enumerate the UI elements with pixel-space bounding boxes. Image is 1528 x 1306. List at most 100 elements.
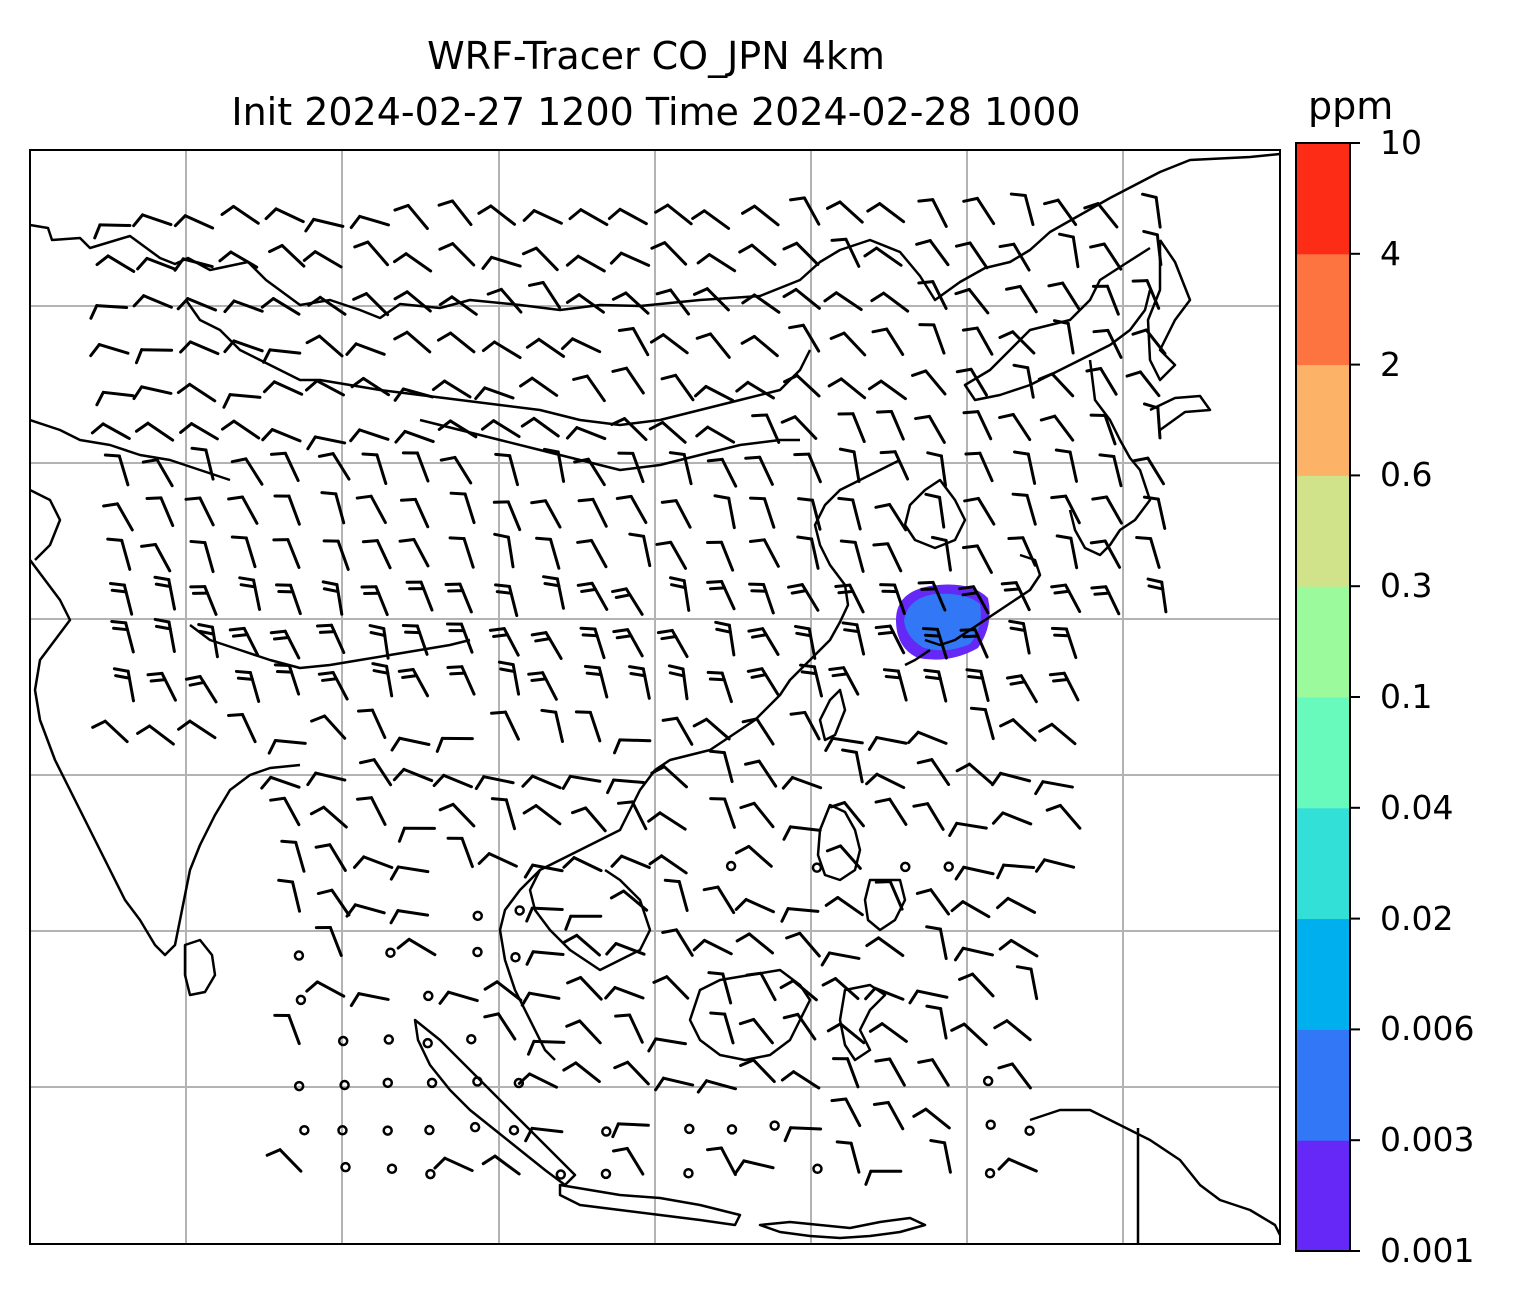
wind-barb: [914, 414, 946, 444]
wind-barb: [1039, 414, 1075, 442]
wind-barb: [522, 804, 562, 826]
wind-barb: [360, 585, 389, 617]
wind-barb: [907, 730, 948, 745]
wind-barb: [93, 223, 132, 240]
wind-barb: [692, 717, 731, 741]
wind-barb: [1142, 495, 1167, 530]
wind-barb: [520, 416, 560, 438]
wind-barb: [660, 499, 692, 529]
wind-barb: [739, 801, 775, 829]
wind-barb: [358, 758, 393, 787]
wind-barb: [785, 931, 821, 958]
wind-barb: [864, 986, 905, 1001]
wind-barb: [269, 451, 300, 482]
wind-barb: [269, 629, 301, 660]
wind-barb: [831, 1057, 860, 1089]
wind-barb: [573, 457, 606, 487]
colorbar-segment: [1296, 697, 1350, 809]
wind-barb: [990, 771, 1032, 787]
wind-barb: [780, 1070, 821, 1090]
wind-barb: [882, 668, 908, 702]
wind-barb: [565, 1019, 602, 1045]
wind-barb: [398, 537, 430, 568]
wind-barb: [238, 576, 262, 611]
wind-barb: [173, 214, 215, 230]
calm-wind-circle: [769, 1120, 780, 1131]
wind-barb: [912, 802, 945, 831]
wind-barb: [132, 213, 173, 228]
wind-barb: [783, 374, 821, 398]
calm-wind-circle: [601, 1126, 612, 1137]
border-misc-west: [30, 418, 231, 482]
coastline-sakhalin: [1068, 359, 1152, 557]
wind-barb: [560, 337, 602, 354]
wind-barb: [707, 971, 733, 1005]
wind-barb: [825, 844, 862, 870]
wind-barb: [433, 1156, 474, 1173]
wind-barb: [998, 242, 1031, 272]
wind-barb: [925, 925, 948, 961]
wind-barb: [267, 739, 307, 755]
wind-barb: [611, 1146, 645, 1176]
wind-barb: [446, 665, 476, 696]
wind-barb: [141, 458, 174, 488]
wind-barb: [320, 491, 346, 525]
wind-barb: [918, 323, 946, 355]
wind-barb: [390, 736, 431, 752]
wind-barb: [1005, 674, 1038, 704]
wind-barb: [345, 342, 386, 356]
colorbar-tick-label: 0.04: [1380, 787, 1454, 827]
wind-barb: [356, 708, 387, 740]
border-mongolia-china: [419, 418, 800, 472]
wind-barb: [565, 426, 607, 441]
colorbar-segment: [1296, 364, 1350, 476]
wind-barb: [744, 455, 774, 486]
wind-barb: [218, 250, 259, 269]
colorbar-tick-label: 0.02: [1380, 898, 1454, 938]
wind-barb: [751, 413, 781, 444]
coastline-indochina: [528, 769, 656, 972]
wind-barb: [275, 583, 302, 616]
wind-barb: [269, 796, 301, 827]
wind-barb: [184, 674, 218, 704]
wind-barb: [1034, 780, 1074, 796]
wind-barb: [735, 380, 775, 400]
colorbar-tick-label: 0.006: [1380, 1009, 1475, 1049]
wind-barb: [438, 990, 479, 1005]
wind-barb: [865, 772, 906, 790]
wind-barb: [604, 985, 645, 1000]
wind-barb: [184, 496, 215, 527]
wind-barb: [439, 455, 473, 485]
wind-barb: [483, 1012, 517, 1041]
wind-barb: [782, 1012, 817, 1041]
wind-barb: [401, 451, 430, 483]
colorbar-tick-label: 10: [1380, 123, 1422, 162]
wind-barb: [841, 621, 866, 656]
wind-barb: [316, 623, 346, 655]
wind-barb: [650, 241, 688, 266]
wind-barb: [176, 382, 217, 403]
wind-barb: [663, 878, 689, 913]
wind-barb: [401, 624, 429, 656]
wind-barb: [741, 204, 780, 227]
wind-barb: [542, 575, 565, 610]
wind-barb: [527, 280, 562, 310]
wind-barb: [102, 502, 134, 532]
wind-barb: [650, 765, 688, 789]
wind-barb: [393, 203, 429, 231]
calm-wind-circle: [382, 1125, 393, 1136]
wind-barb: [134, 348, 174, 365]
wind-barb: [564, 914, 603, 931]
wind-barb: [393, 290, 432, 313]
wind-barb: [782, 825, 822, 841]
wind-barb: [695, 332, 731, 359]
wind-barb: [1034, 858, 1076, 873]
wind-barb: [867, 379, 907, 401]
wind-barb: [527, 671, 558, 701]
wind-barb: [361, 539, 392, 570]
wind-barb: [432, 773, 473, 789]
wind-barb: [911, 369, 947, 396]
wind-barb: [610, 417, 648, 442]
calm-wind-circle: [513, 1077, 525, 1089]
wind-barb: [220, 204, 260, 225]
